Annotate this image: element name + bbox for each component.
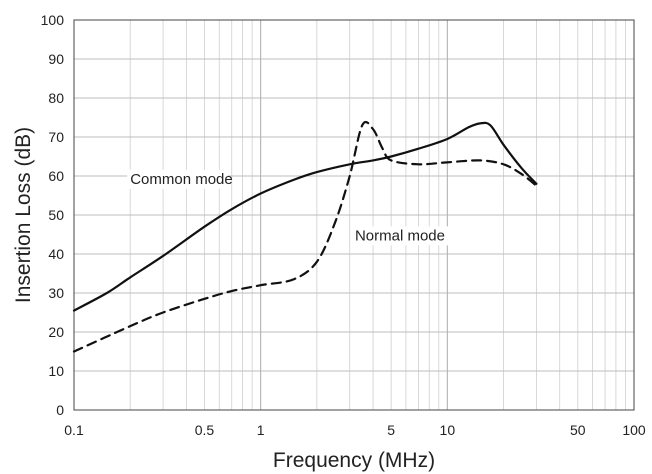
series-line-common-mode [72,121,538,312]
x-tick-label: 0.5 [195,422,215,438]
x-tick-label: 10 [440,422,456,438]
y-tick-label: 30 [48,285,64,301]
y-tick-label: 70 [48,129,64,145]
series-annotation-label: Common mode [130,171,233,188]
y-tick-label: 10 [48,363,64,379]
annotation-background [127,169,228,189]
y-tick-label: 100 [41,12,65,28]
y-tick-label: 60 [48,168,64,184]
annotations: Common mode Normal mode [127,169,453,246]
x-tick-label: 0.1 [64,422,84,438]
y-tick-label: 90 [48,51,64,67]
y-axis-title: Insertion Loss (dB) [12,127,35,303]
series-layer [72,120,538,353]
plot-frame [73,19,635,411]
y-tick-label: 20 [48,324,64,340]
y-tick-label: 0 [56,402,64,418]
series-line-normal-mode [72,120,538,353]
annotation-background [351,226,453,246]
x-axis-title: Frequency (MHz) [273,449,435,472]
y-tick-label: 80 [48,90,64,106]
y-tick-labels: 0 10 20 30 40 50 60 70 80 90 100 [41,12,65,418]
x-tick-label: 50 [570,422,586,438]
y-tick-label: 50 [48,207,64,223]
major-grid [74,20,634,410]
x-tick-label: 5 [387,422,395,438]
y-tick-label: 40 [48,246,64,262]
x-tick-label: 1 [257,422,265,438]
x-tick-labels: 0.1 0.5 1 5 10 50 100 [64,422,646,438]
x-tick-label: 100 [622,422,646,438]
series-annotation-label: Normal mode [355,227,445,244]
